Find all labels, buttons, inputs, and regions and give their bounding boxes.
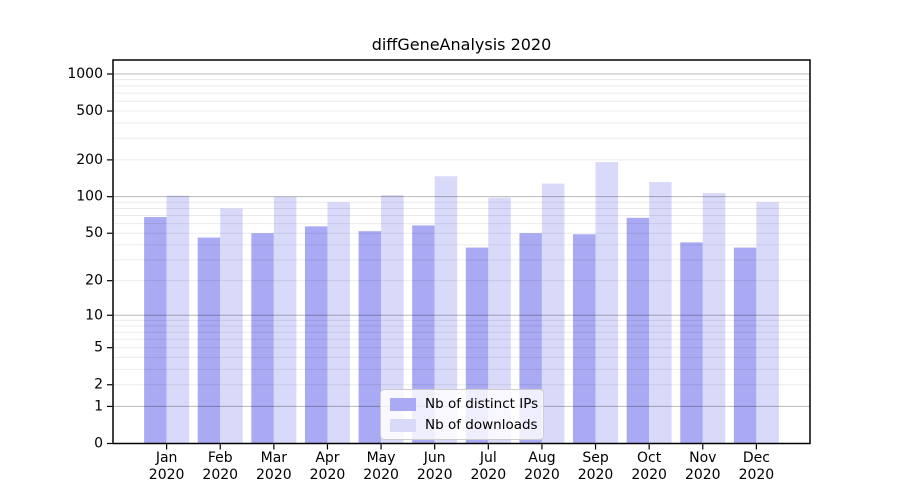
y-tick-label: 10 [85,307,103,323]
bar-series1-month8 [541,183,565,444]
x-tick-label-month: May [367,450,396,466]
bar-series1-month5 [381,195,404,444]
x-tick-label-month: Apr [315,450,339,466]
bar-series0-month2 [197,237,221,444]
y-tick-label: 0 [94,436,103,452]
x-tick-label-year: 2020 [524,467,560,483]
bar-series1-month4 [327,202,350,444]
y-tick-label: 2 [94,377,103,393]
bar-series1-month9 [595,162,619,444]
plot-frame [112,59,811,445]
x-tick-label-month: Nov [689,450,716,466]
x-tick-label-month: Aug [528,450,555,466]
bar-series0-month1 [144,217,167,444]
x-tick-label-year: 2020 [417,467,453,483]
y-tick-label: 1 [94,398,103,414]
x-tick-label-month: Sep [582,450,609,466]
x-tick-label-year: 2020 [631,467,667,483]
bar-series1-month12 [756,202,779,444]
x-tick-label-year: 2020 [149,467,185,483]
x-tick-label-year: 2020 [202,467,238,483]
bar-series1-month1 [166,195,190,444]
x-tick-label-year: 2020 [256,467,292,483]
bar-series1-month10 [649,181,672,444]
x-tick-label-year: 2020 [310,467,346,483]
legend-item-distinct-ips: Nb of distinct IPs [390,396,538,412]
legend-label-distinct-ips: Nb of distinct IPs [425,396,539,412]
x-tick-label-year: 2020 [739,467,775,483]
x-tick-label-month: Jun [423,450,446,466]
x-tick-label-month: Oct [637,450,662,466]
legend-item-downloads: Nb of downloads [390,417,538,433]
bar-series0-month9 [573,234,596,444]
bar-series1-month2 [220,208,243,444]
x-tick-label-year: 2020 [685,467,721,483]
x-tick-label-month: Jan [155,450,178,466]
x-tick-label-month: Mar [261,450,288,466]
bar-series1-month3 [273,196,297,444]
y-tick-label: 50 [85,225,103,241]
y-tick-label: 5 [94,340,103,356]
bar-series0-month12 [733,247,757,444]
x-tick-label-month: Jul [479,450,497,466]
x-tick-label-month: Feb [208,450,233,466]
bar-series1-month11 [702,193,726,444]
legend-swatch-distinct-ips [390,397,416,411]
bar-series0-month6 [412,225,435,444]
bar-series0-month10 [626,217,650,444]
bar-series1-month6 [434,176,458,444]
bar-series0-month3 [251,233,274,444]
x-tick-label-month: Dec [743,450,770,466]
chart-title: diffGeneAnalysis 2020 [371,35,552,54]
bar-series1-month7 [488,197,511,444]
y-tick-label: 100 [76,189,103,205]
legend-swatch-downloads [390,418,416,432]
bar-series0-month4 [304,226,328,444]
y-tick-label: 20 [85,273,103,289]
bar-series0-month5 [358,231,382,444]
y-tick-label: 200 [76,152,103,168]
x-tick-label-year: 2020 [470,467,506,483]
y-tick-label: 1000 [67,66,103,82]
x-tick-label-year: 2020 [578,467,614,483]
legend-label-downloads: Nb of downloads [425,417,538,433]
bar-series0-month11 [680,242,703,444]
y-tick-label: 500 [76,103,103,119]
legend: Nb of distinct IPs Nb of downloads [380,389,544,440]
x-tick-label-year: 2020 [363,467,399,483]
